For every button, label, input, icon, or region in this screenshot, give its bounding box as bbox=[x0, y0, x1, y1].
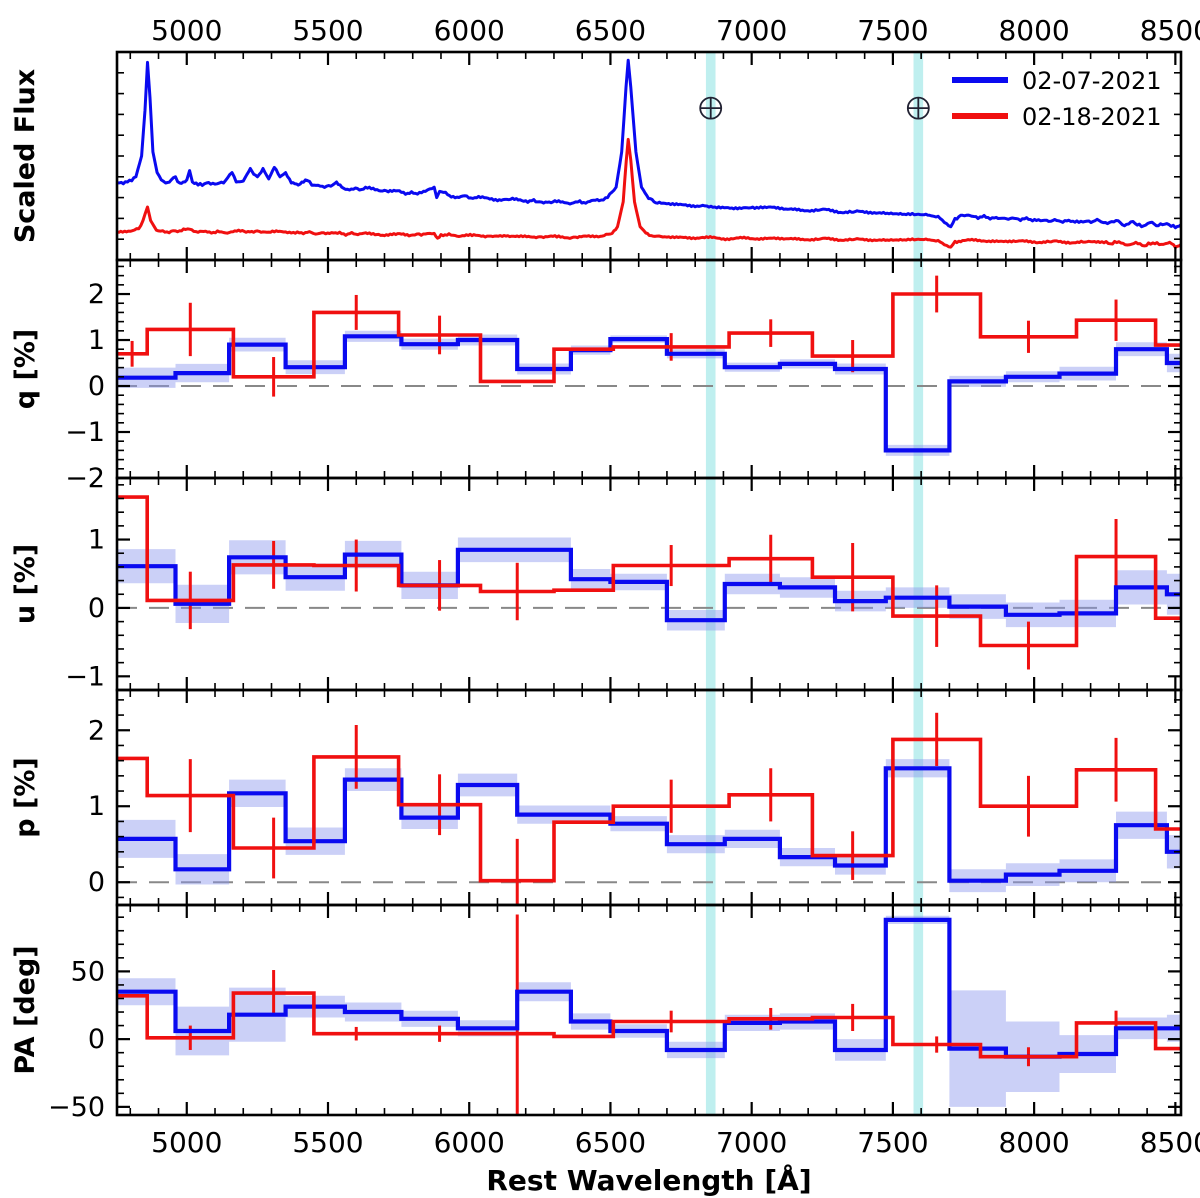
x-tick-label-top: 7000 bbox=[716, 14, 787, 47]
legend: 02-07-2021 02-18-2021 bbox=[952, 67, 1161, 131]
y-tick-label: 0 bbox=[88, 867, 105, 898]
blue-step-line bbox=[117, 766, 1181, 883]
x-tick-label-bottom: 5500 bbox=[292, 1126, 363, 1159]
y-tick-label: 2 bbox=[88, 279, 105, 310]
y-tick-label: 50 bbox=[71, 956, 105, 987]
red-step-line bbox=[117, 495, 1181, 648]
axes-u: −1 0 1 u [%] bbox=[10, 476, 1183, 692]
legend-item: 02-18-2021 bbox=[952, 103, 1161, 131]
y-tick-label: 0 bbox=[88, 371, 105, 402]
x-tick-label-bottom: 6000 bbox=[434, 1126, 505, 1159]
y-axis-title: Scaled Flux bbox=[10, 69, 41, 243]
y-tick-label: 1 bbox=[88, 325, 105, 356]
x-tick-label-bottom: 5000 bbox=[151, 1126, 222, 1159]
x-tick-label-top: 6500 bbox=[575, 14, 646, 47]
x-tick-label-top: 5500 bbox=[292, 14, 363, 47]
telluric-marker bbox=[699, 96, 723, 120]
red-step-line bbox=[117, 991, 1181, 1059]
blue-error-band bbox=[117, 915, 1181, 1107]
legend-item: 02-07-2021 bbox=[952, 67, 1161, 95]
x-axis-title: Rest Wavelength [Å] bbox=[486, 1163, 811, 1197]
x-tick-label-bottom: 7500 bbox=[857, 1126, 928, 1159]
y-axis-title: p [%] bbox=[10, 757, 41, 837]
legend-label: 02-18-2021 bbox=[1022, 103, 1161, 131]
x-tick-label-top: 8500 bbox=[1140, 14, 1200, 47]
axes-pa: −50 0 50 PA [deg] bbox=[10, 903, 1183, 1123]
y-tick-label: 0 bbox=[88, 593, 105, 624]
telluric-band bbox=[705, 52, 716, 1115]
x-axis-labels: 5000 5000 5500 5500 6000 6000 6500 6500 7000 7000… bbox=[151, 14, 1200, 1197]
telluric-band bbox=[913, 52, 924, 1115]
blue-step-line bbox=[117, 547, 1181, 623]
y-tick-label: −50 bbox=[48, 1092, 105, 1123]
x-tick-label-bottom: 8500 bbox=[1140, 1126, 1200, 1159]
y-tick-label: 1 bbox=[88, 525, 105, 556]
telluric-marker bbox=[906, 96, 930, 120]
red-step-line bbox=[117, 737, 1181, 883]
y-tick-label: 1 bbox=[88, 791, 105, 822]
y-tick-label: 2 bbox=[88, 715, 105, 746]
x-tick-label-top: 5000 bbox=[151, 14, 222, 47]
y-tick-label: −2 bbox=[65, 463, 105, 494]
telluric-bands bbox=[705, 52, 924, 1115]
panel-frame bbox=[115, 903, 1183, 1117]
y-tick-label: 0 bbox=[88, 1024, 105, 1055]
panel-q bbox=[117, 275, 1181, 456]
panel-p bbox=[117, 712, 1181, 905]
flux-spectrum-blue bbox=[117, 58, 1181, 230]
flux-spectrum-red bbox=[117, 137, 1181, 249]
red-step-line bbox=[117, 292, 1181, 384]
y-tick-label: −1 bbox=[65, 417, 105, 448]
x-tick-label-top: 6000 bbox=[434, 14, 505, 47]
x-tick-label-bottom: 7000 bbox=[716, 1126, 787, 1159]
panel-pa bbox=[117, 914, 1181, 1115]
legend-label: 02-07-2021 bbox=[1022, 67, 1161, 95]
panel-u bbox=[117, 495, 1181, 670]
y-axis-title: u [%] bbox=[10, 544, 41, 624]
x-tick-label-top: 7500 bbox=[857, 14, 928, 47]
x-tick-label-bottom: 8000 bbox=[998, 1126, 1069, 1159]
panel-flux bbox=[117, 58, 1181, 249]
y-axis-title: PA [deg] bbox=[10, 945, 41, 1074]
x-tick-label-bottom: 6500 bbox=[575, 1126, 646, 1159]
y-axis-title: q [%] bbox=[10, 329, 41, 409]
blue-step-line bbox=[117, 917, 1181, 1059]
y-tick-label: −1 bbox=[65, 661, 105, 692]
x-tick-label-top: 8000 bbox=[998, 14, 1069, 47]
